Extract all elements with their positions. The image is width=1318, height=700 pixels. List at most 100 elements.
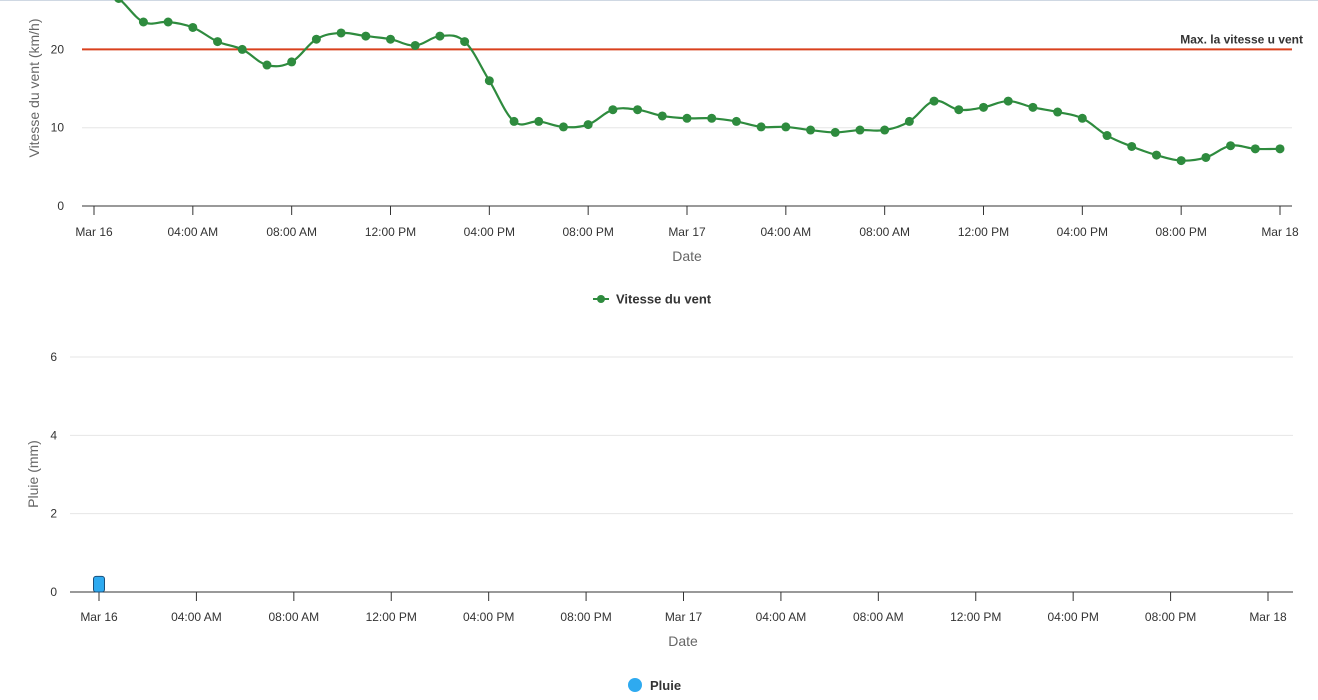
wind-speed-point[interactable] xyxy=(608,105,618,115)
wind-x-tick-label: Mar 18 xyxy=(1261,225,1299,239)
wind-speed-point[interactable] xyxy=(311,34,321,44)
wind-speed-point[interactable] xyxy=(1003,96,1013,106)
wind-speed-point[interactable] xyxy=(929,96,939,106)
wind-speed-point[interactable] xyxy=(287,57,297,67)
wind-speed-point[interactable] xyxy=(1102,131,1112,141)
wind-speed-point[interactable] xyxy=(213,37,223,47)
wind-y-tick-label: 10 xyxy=(51,121,65,135)
rain-y-tick-label: 2 xyxy=(50,507,57,521)
rain-x-tick-label: 04:00 PM xyxy=(463,610,514,624)
rain-x-tick-label: 08:00 PM xyxy=(560,610,611,624)
wind-x-axis-ticks: Mar 16 04:00 AM 08:00 AM 12:00 PM 04:00 PM 08… xyxy=(75,206,1299,239)
wind-legend-label: Vitesse du vent xyxy=(616,292,712,307)
wind-speed-point[interactable] xyxy=(1077,113,1087,123)
wind-y-axis-title: Vitesse du vent (km/h) xyxy=(26,18,42,157)
wind-x-tick-label: 08:00 PM xyxy=(1155,225,1206,239)
wind-speed-point[interactable] xyxy=(979,102,988,112)
rain-x-tick-label: 12:00 PM xyxy=(950,610,1001,624)
wind-x-axis-title: Date xyxy=(672,248,702,264)
wind-speed-point[interactable] xyxy=(806,125,816,135)
wind-x-tick-label: 12:00 PM xyxy=(958,225,1009,239)
wind-x-tick-label: 08:00 AM xyxy=(859,225,910,239)
wind-speed-point[interactable] xyxy=(954,105,964,115)
rain-legend-marker xyxy=(628,678,642,692)
wind-speed-point[interactable] xyxy=(781,122,791,132)
wind-speed-point[interactable] xyxy=(410,40,420,50)
wind-speed-point[interactable] xyxy=(1201,152,1211,162)
rain-legend-item[interactable]: Pluie xyxy=(628,678,681,693)
wind-speed-point[interactable] xyxy=(114,0,123,4)
wind-speed-point[interactable] xyxy=(583,120,593,130)
rain-x-tick-label: 08:00 PM xyxy=(1145,610,1196,624)
wind-speed-point[interactable] xyxy=(1053,107,1063,117)
rain-x-tick-label: Mar 17 xyxy=(665,610,703,624)
wind-speed-point[interactable] xyxy=(1151,150,1161,160)
wind-x-tick-label: 04:00 PM xyxy=(464,225,515,239)
wind-x-tick-label: 12:00 PM xyxy=(365,225,416,239)
rain-x-axis-ticks: Mar 16 04:00 AM 08:00 AM 12:00 PM 04:00 PM 08… xyxy=(80,592,1287,624)
wind-legend-item[interactable]: Vitesse du vent xyxy=(593,292,712,307)
wind-x-tick-label: Mar 16 xyxy=(75,225,113,239)
rain-x-tick-label: 04:00 AM xyxy=(171,610,222,624)
wind-speed-point[interactable] xyxy=(1275,144,1285,154)
wind-speed-point[interactable] xyxy=(731,116,741,126)
wind-speed-point[interactable] xyxy=(262,60,272,70)
wind-speed-point[interactable] xyxy=(237,44,247,54)
wind-speed-point[interactable] xyxy=(534,116,544,126)
wind-speed-point[interactable] xyxy=(1028,102,1038,112)
rain-x-tick-label: 08:00 AM xyxy=(268,610,319,624)
wind-x-tick-label: 08:00 PM xyxy=(562,225,613,239)
wind-speed-point[interactable] xyxy=(386,34,395,44)
wind-speed-point[interactable] xyxy=(1250,144,1260,154)
rain-x-tick-label: Mar 18 xyxy=(1249,610,1287,624)
rain-x-tick-label: 04:00 AM xyxy=(756,610,807,624)
wind-speed-point[interactable] xyxy=(336,28,346,38)
wind-speed-point[interactable] xyxy=(460,37,470,47)
max-wind-plot-line-label: Max. la vitesse u vent xyxy=(1180,32,1303,46)
wind-speed-point[interactable] xyxy=(1176,156,1186,166)
wind-speed-point[interactable] xyxy=(756,122,766,132)
rain-x-tick-label: 12:00 PM xyxy=(366,610,417,624)
rain-gridlines xyxy=(70,356,1293,515)
rain-bar[interactable] xyxy=(93,575,105,593)
wind-x-tick-label: Mar 17 xyxy=(668,225,706,239)
rain-x-axis-title: Date xyxy=(668,633,698,649)
wind-speed-point[interactable] xyxy=(855,125,865,135)
rain-bars xyxy=(93,575,105,593)
wind-speed-points xyxy=(114,0,1285,166)
rain-y-tick-labels: 0 2 4 6 xyxy=(50,350,57,599)
wind-speed-point[interactable] xyxy=(435,31,445,41)
rain-x-tick-label: 04:00 PM xyxy=(1047,610,1098,624)
wind-speed-point[interactable] xyxy=(558,122,568,132)
wind-speed-point[interactable] xyxy=(830,127,840,137)
wind-y-tick-label: 0 xyxy=(57,199,64,213)
rain-legend-label: Pluie xyxy=(650,678,681,693)
wind-x-tick-label: 04:00 PM xyxy=(1057,225,1108,239)
wind-speed-point[interactable] xyxy=(682,113,692,123)
wind-legend-marker xyxy=(597,295,605,303)
rain-x-tick-label: Mar 16 xyxy=(80,610,118,624)
wind-speed-chart: 0 10 20 Mar 16 04:00 AM 08:00 AM 12:00 PM 04:0… xyxy=(26,0,1303,307)
wind-y-tick-labels: 0 10 20 xyxy=(51,42,65,213)
wind-y-tick-label: 20 xyxy=(51,42,65,56)
wind-speed-point[interactable] xyxy=(707,113,717,123)
wind-speed-point[interactable] xyxy=(1127,141,1137,151)
wind-x-tick-label: 04:00 AM xyxy=(167,225,218,239)
rain-y-tick-label: 4 xyxy=(50,428,57,442)
wind-speed-point[interactable] xyxy=(633,105,643,115)
wind-speed-point[interactable] xyxy=(484,76,494,86)
wind-speed-point[interactable] xyxy=(163,17,173,27)
wind-speed-point[interactable] xyxy=(138,17,148,27)
wind-speed-point[interactable] xyxy=(904,116,914,126)
wind-x-tick-label: 04:00 AM xyxy=(760,225,811,239)
wind-speed-point[interactable] xyxy=(188,22,198,32)
wind-speed-point[interactable] xyxy=(509,116,519,126)
rain-y-axis-title: Pluie (mm) xyxy=(25,440,41,508)
rain-y-tick-label: 6 xyxy=(50,350,57,364)
rain-x-tick-label: 08:00 AM xyxy=(853,610,904,624)
wind-speed-series-line xyxy=(118,0,1281,162)
wind-speed-point[interactable] xyxy=(1226,141,1236,151)
wind-speed-point[interactable] xyxy=(361,31,371,41)
wind-speed-point[interactable] xyxy=(880,125,890,135)
wind-speed-point[interactable] xyxy=(657,111,667,121)
